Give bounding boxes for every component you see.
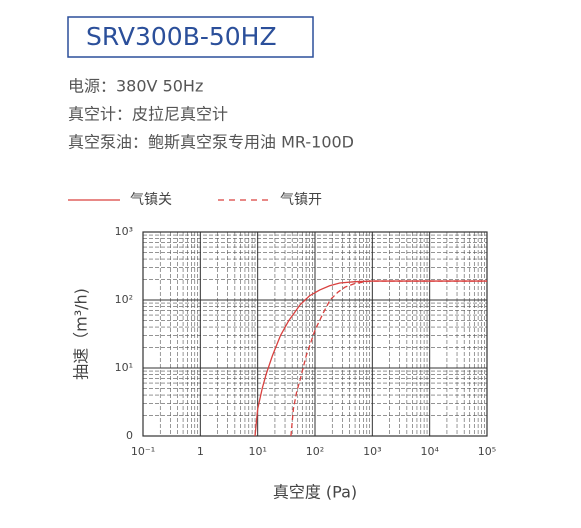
x-axis-title: 真空度 (Pa) xyxy=(273,483,357,502)
plot-frame xyxy=(142,231,488,437)
spec: 真空泵油：鲍斯真空泵专用油 MR-100D xyxy=(68,133,354,152)
y-tick-label: 0 xyxy=(126,429,133,442)
y-tick-label: 10³ xyxy=(115,225,133,238)
x-tick-label: 10³ xyxy=(363,445,381,458)
legend-label: 气镇关 xyxy=(130,192,172,208)
x-tick-label: 10² xyxy=(306,445,324,458)
spec: 电源：380V 50Hz xyxy=(68,77,203,96)
y-axis-title: 抽速（m³/h) xyxy=(72,288,91,380)
y-tick-label: 10² xyxy=(115,293,133,306)
x-tick-label: 10¹ xyxy=(248,445,266,458)
x-tick-label: 10⁵ xyxy=(478,445,496,458)
x-tick-label: 10⁻¹ xyxy=(131,445,155,458)
series-line xyxy=(290,280,487,437)
x-tick-label: 10⁴ xyxy=(420,445,439,458)
legend-label: 气镇开 xyxy=(280,192,322,208)
model: SRV300B-50HZ xyxy=(86,22,277,51)
x-tick-label: 1 xyxy=(197,445,204,458)
spec: 真空计：皮拉尼真空计 xyxy=(68,105,228,124)
series-line xyxy=(254,280,487,437)
y-tick-label: 10¹ xyxy=(115,361,133,374)
model-box xyxy=(67,16,314,58)
